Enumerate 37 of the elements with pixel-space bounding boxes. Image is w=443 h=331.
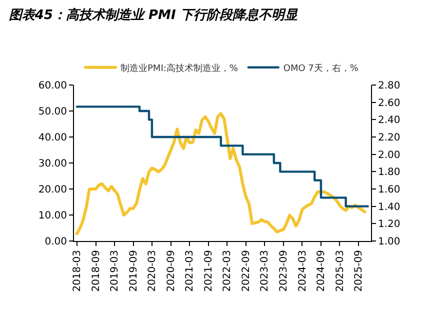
y-tick-label: 20.00 [38, 184, 67, 196]
legend-label: 制造业PMI:高技术制造业，% [120, 62, 238, 74]
x-tick-label: 2018-03 [72, 250, 84, 292]
x-tick-label: 2022-09 [241, 250, 252, 292]
y2-tick-label: 2.20 [378, 132, 400, 144]
y2-tick-label: 1.00 [378, 236, 400, 248]
y2-tick-label: 2.60 [378, 98, 400, 109]
x-tick-label: 2025-09 [354, 250, 365, 292]
line-series [75, 112, 366, 236]
y-tick-label: 50.00 [38, 106, 67, 118]
x-tick-label: 2022-03 [222, 250, 234, 292]
x-tick-label: 2021-09 [204, 250, 215, 292]
x-tick-label: 2021-03 [184, 250, 196, 292]
y-tick-label: 40.00 [38, 132, 67, 144]
y2-tick-label: 2.00 [378, 150, 400, 161]
y-tick-label: 30.00 [38, 158, 67, 170]
y2-tick-label: 2.40 [378, 115, 400, 126]
x-tick-label: 2018-09 [91, 250, 102, 292]
x-tick-label: 2020-03 [147, 250, 158, 292]
x-tick-label: 2019-09 [128, 250, 140, 292]
x-tick-label: 2024-09 [316, 250, 328, 292]
legend-label: OMO 7天，右，% [283, 62, 359, 74]
x-tick-label: 2024-03 [297, 250, 308, 292]
y2-tick-label: 1.80 [378, 167, 400, 178]
y-tick-label: 60.00 [38, 80, 67, 92]
x-tick-label: 2025-03 [334, 250, 346, 292]
chart-title: 图表45：高技术制造业 PMI 下行阶段降息不明显 [8, 7, 298, 24]
y2-tick-label: 2.80 [378, 80, 400, 92]
x-tick-label: 2019-03 [110, 250, 121, 292]
x-tick-label: 2020-09 [166, 250, 178, 292]
x-tick-label: 2023-09 [278, 250, 290, 292]
y2-tick-label: 1.60 [378, 184, 400, 196]
y-tick-label: 0.00 [44, 236, 67, 248]
y2-tick-label: 1.40 [378, 202, 400, 213]
y-tick-label: 10.00 [38, 210, 67, 222]
y2-tick-label: 1.20 [378, 219, 400, 230]
x-tick-label: 2023-03 [260, 250, 271, 292]
